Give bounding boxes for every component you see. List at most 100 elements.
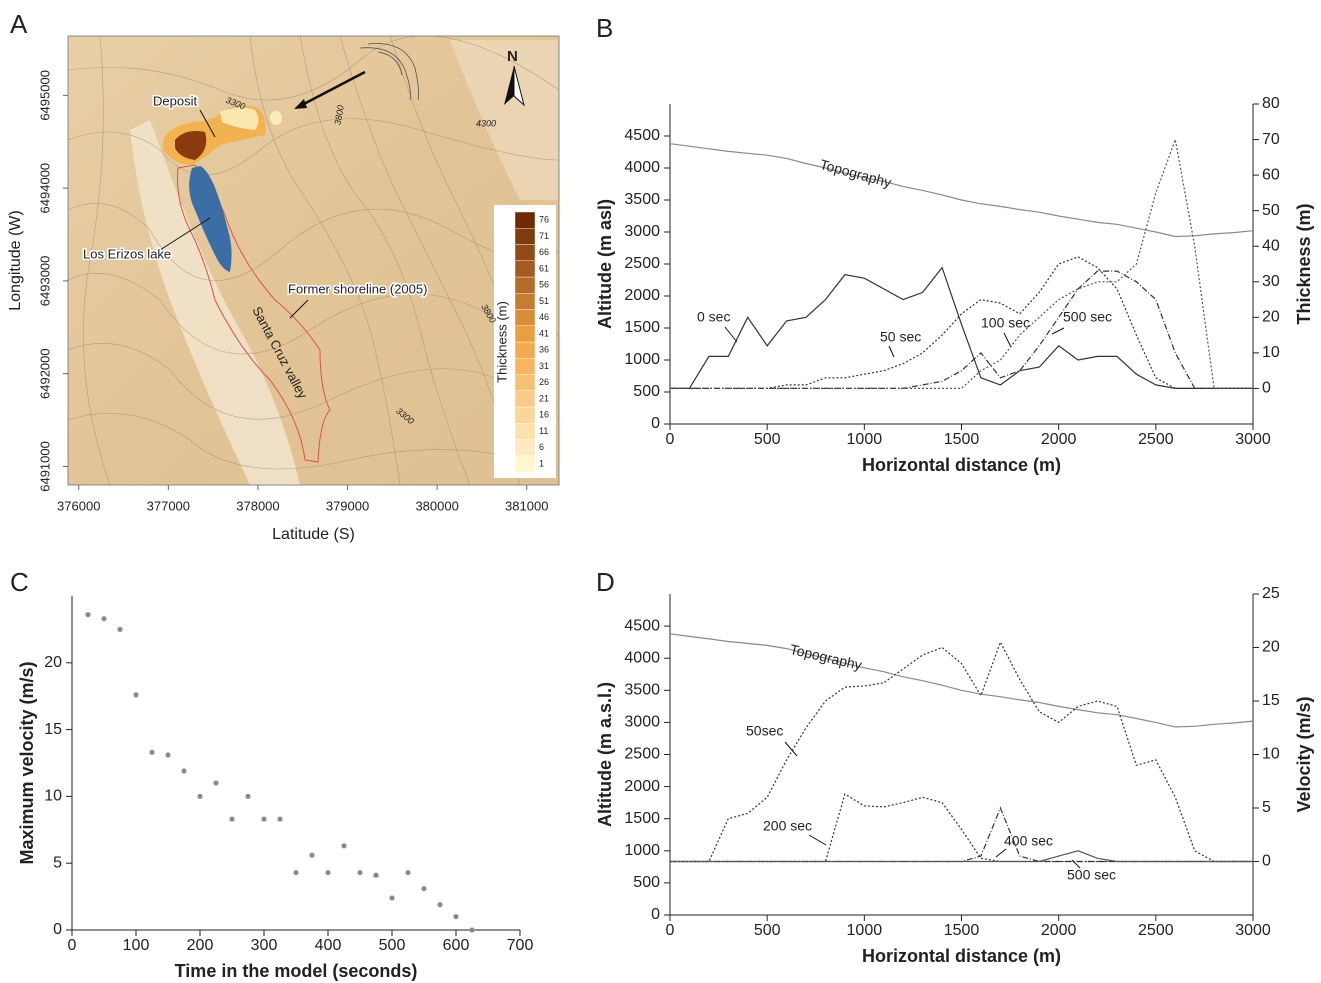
y2-tick-label: 40 bbox=[1262, 237, 1280, 254]
series-label: 50sec bbox=[746, 723, 783, 739]
y2-tick-label: 20 bbox=[1262, 309, 1280, 326]
label-leader bbox=[809, 835, 826, 845]
scatter-point bbox=[149, 750, 154, 755]
series-line bbox=[670, 140, 1253, 389]
label-leader bbox=[889, 346, 894, 357]
colorbar-cell bbox=[515, 212, 535, 228]
colorbar-cell bbox=[515, 375, 535, 391]
y-tick-label: 500 bbox=[633, 383, 660, 400]
map-annotation: N bbox=[507, 48, 518, 65]
colorbar-tick-label: 11 bbox=[539, 426, 548, 436]
scatter-point bbox=[309, 853, 314, 858]
scatter-point bbox=[325, 870, 330, 875]
panel-letter: D bbox=[596, 567, 615, 597]
x-tick-label: 2500 bbox=[1138, 922, 1174, 939]
y-tick-label: 4500 bbox=[624, 127, 660, 144]
x-tick-label: 300 bbox=[251, 937, 278, 954]
y-tick-label: 500 bbox=[633, 874, 660, 891]
x-tick-label: 381000 bbox=[505, 498, 548, 513]
colorbar-cell bbox=[515, 293, 535, 309]
colorbar-cell bbox=[515, 358, 535, 374]
y-tick-label: 15 bbox=[44, 721, 62, 738]
x-tick-label: 1000 bbox=[847, 431, 883, 448]
colorbar-cell bbox=[515, 342, 535, 358]
y-tick-label: 2000 bbox=[624, 778, 660, 795]
x-tick-label: 0 bbox=[68, 937, 77, 954]
y-tick-label: 20 bbox=[44, 654, 62, 671]
y-tick-label: 6495000 bbox=[37, 70, 52, 121]
y2-tick-label: 50 bbox=[1262, 202, 1280, 219]
figure: A376000377000378000379000380000381000649… bbox=[0, 0, 1321, 983]
colorbar-tick-label: 51 bbox=[539, 296, 549, 306]
y-tick-label: 1000 bbox=[624, 351, 660, 368]
colorbar-tick-label: 36 bbox=[539, 345, 549, 355]
colorbar-cell bbox=[515, 407, 535, 423]
series-label: 50 sec bbox=[880, 329, 921, 345]
map-annotation: Los Erizos lake bbox=[83, 246, 171, 261]
scatter-point bbox=[181, 768, 186, 773]
x-tick-label: 2500 bbox=[1138, 431, 1174, 448]
label-leader bbox=[996, 849, 1006, 857]
y-tick-label: 0 bbox=[53, 921, 62, 938]
scatter-point bbox=[261, 817, 266, 822]
scatter-point bbox=[437, 902, 442, 907]
scatter-point bbox=[101, 616, 106, 621]
colorbar-cell bbox=[515, 277, 535, 293]
colorbar-tick-label: 16 bbox=[539, 410, 549, 420]
colorbar-cell bbox=[515, 440, 535, 456]
x-axis-label: Horizontal distance (m) bbox=[862, 455, 1061, 475]
y-tick-label: 6492000 bbox=[37, 348, 52, 399]
scatter-point bbox=[277, 817, 282, 822]
y2-tick-label: 60 bbox=[1262, 166, 1280, 183]
y-tick-label: 3000 bbox=[624, 223, 660, 240]
y-tick-label: 3500 bbox=[624, 682, 660, 699]
scatter-point bbox=[389, 895, 394, 900]
y-tick-label: 0 bbox=[651, 415, 660, 432]
series-label: Topography bbox=[788, 641, 863, 673]
colorbar-tick-label: 1 bbox=[539, 458, 544, 468]
x-tick-label: 2000 bbox=[1041, 922, 1077, 939]
colorbar-cell bbox=[515, 326, 535, 342]
x-tick-label: 600 bbox=[443, 937, 470, 954]
y-tick-label: 2500 bbox=[624, 255, 660, 272]
x-tick-label: 376000 bbox=[57, 498, 100, 513]
series-label: 400 sec bbox=[1004, 833, 1053, 849]
y2-tick-label: 5 bbox=[1262, 799, 1271, 816]
colorbar-tick-label: 71 bbox=[539, 231, 549, 241]
label-leader bbox=[1052, 328, 1064, 334]
scatter-point bbox=[341, 843, 346, 848]
y-axis-label: Altitude (m a.s.l.) bbox=[595, 682, 615, 827]
y-tick-label: 5 bbox=[53, 854, 62, 871]
label-leader bbox=[1004, 333, 1011, 347]
y-tick-label: 1000 bbox=[624, 842, 660, 859]
y2-tick-label: 25 bbox=[1262, 585, 1280, 602]
colorbar-cell bbox=[515, 228, 535, 244]
colorbar-tick-label: 56 bbox=[539, 280, 549, 290]
x-tick-label: 1000 bbox=[847, 922, 883, 939]
y2-tick-label: 20 bbox=[1262, 639, 1280, 656]
y2-tick-label: 10 bbox=[1262, 746, 1280, 763]
y-axis-label: Maximum velocity (m/s) bbox=[17, 661, 37, 864]
scatter-point bbox=[469, 927, 474, 932]
scatter-point bbox=[245, 794, 250, 799]
series-line bbox=[670, 851, 1253, 862]
y-tick-label: 4000 bbox=[624, 649, 660, 666]
x-axis-label: Time in the model (seconds) bbox=[175, 961, 418, 981]
y-tick-label: 6491000 bbox=[37, 441, 52, 492]
x-tick-label: 380000 bbox=[415, 498, 458, 513]
x-tick-label: 378000 bbox=[236, 498, 279, 513]
y-axis-label: Longitude (W) bbox=[7, 210, 24, 311]
x-tick-label: 2000 bbox=[1041, 431, 1077, 448]
scatter-point bbox=[165, 752, 170, 757]
series-line bbox=[670, 144, 1253, 237]
y2-axis-label: Velocity (m/s) bbox=[1294, 696, 1314, 812]
colorbar-cell bbox=[515, 245, 535, 261]
colorbar-cell bbox=[515, 391, 535, 407]
colorbar-cell bbox=[515, 456, 535, 472]
colorbar-tick-label: 61 bbox=[539, 263, 549, 273]
x-tick-label: 377000 bbox=[147, 498, 190, 513]
y-tick-label: 6493000 bbox=[37, 256, 52, 307]
series-line bbox=[670, 268, 1253, 389]
series-line bbox=[670, 271, 1253, 388]
colorbar-tick-label: 76 bbox=[539, 215, 549, 225]
